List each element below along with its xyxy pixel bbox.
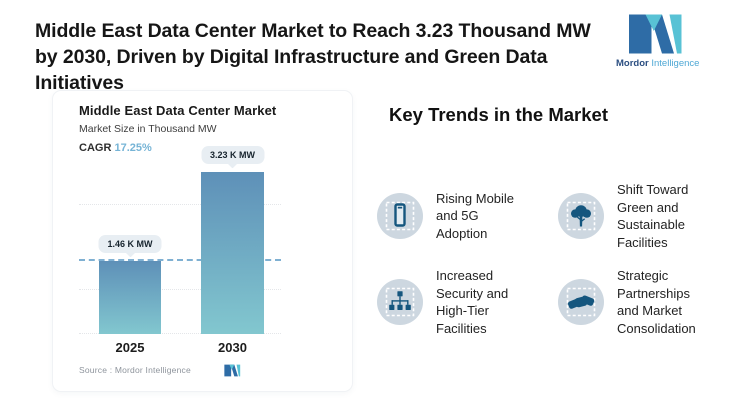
- trends-grid: Rising Mobile and 5G Adoption: [377, 181, 743, 337]
- trend-label: Rising Mobile and 5G Adoption: [436, 190, 515, 241]
- gridline: [79, 289, 281, 290]
- handshake-icon: [558, 279, 604, 326]
- cagr-row: CAGR 17.25%: [79, 142, 152, 154]
- reference-dashed-line: [79, 259, 281, 261]
- cagr-value: 17.25%: [114, 142, 152, 154]
- bar-2025: 1.46 K MW 2025: [98, 151, 162, 355]
- trend-label: Shift Toward Green and Sustainable Facil…: [617, 182, 689, 250]
- page-title: Middle East Data Center Market to Reach …: [35, 20, 591, 94]
- mordor-mini-logo-icon: [224, 364, 241, 377]
- green-tree-icon: [558, 193, 604, 240]
- mobile-5g-icon: [377, 193, 423, 240]
- mordor-logo-text: Mordor Intelligence: [616, 58, 700, 69]
- trend-item-security-tier: Increased Security and High-Tier Facilit…: [377, 267, 558, 337]
- bar-value-label: 3.23 K MW: [200, 146, 265, 169]
- trend-item-mobile-5g: Rising Mobile and 5G Adoption: [377, 181, 558, 251]
- trends-heading: Key Trends in the Market: [389, 104, 608, 125]
- hierarchy-icon: [377, 279, 423, 326]
- trend-item-partnerships: Strategic Partnerships and Market Consol…: [558, 267, 739, 337]
- cagr-label: CAGR: [79, 142, 112, 154]
- gridline: [79, 204, 281, 205]
- chart-subtitle: Market Size in Thousand MW: [79, 123, 217, 135]
- mordor-logo-icon: [629, 14, 682, 54]
- market-chart-card: Middle East Data Center Market Market Si…: [52, 90, 353, 392]
- source-attribution: Source : Mordor Intelligence: [79, 365, 191, 375]
- trend-label: Increased Security and High-Tier Facilit…: [436, 268, 509, 336]
- trend-label: Strategic Partnerships and Market Consol…: [617, 268, 696, 336]
- bar-value-label: 1.46 K MW: [98, 235, 162, 258]
- chart-title: Middle East Data Center Market: [79, 103, 277, 118]
- trend-item-green-sustainable: Shift Toward Green and Sustainable Facil…: [558, 181, 739, 251]
- x-axis-label: 2030: [218, 340, 247, 355]
- bar-chart: 1.46 K MW 2025 3.23 K MW 2030: [79, 146, 281, 355]
- bar-value-label-pointer: [125, 247, 135, 258]
- bar-rect: [99, 261, 161, 334]
- x-axis-label: 2025: [115, 340, 145, 355]
- x-axis-baseline: [79, 333, 281, 334]
- bar-value-label-pointer: [227, 158, 238, 169]
- bar-2030: 3.23 K MW 2030: [200, 146, 265, 355]
- mordor-logo: Mordor Intelligence: [616, 13, 700, 69]
- bar-rect: [201, 172, 264, 334]
